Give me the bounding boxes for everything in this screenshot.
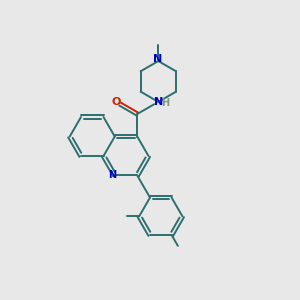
Text: N: N <box>154 97 163 107</box>
Text: N: N <box>153 54 162 64</box>
Text: H: H <box>161 98 169 108</box>
Text: N: N <box>108 170 116 181</box>
Text: O: O <box>111 97 121 107</box>
